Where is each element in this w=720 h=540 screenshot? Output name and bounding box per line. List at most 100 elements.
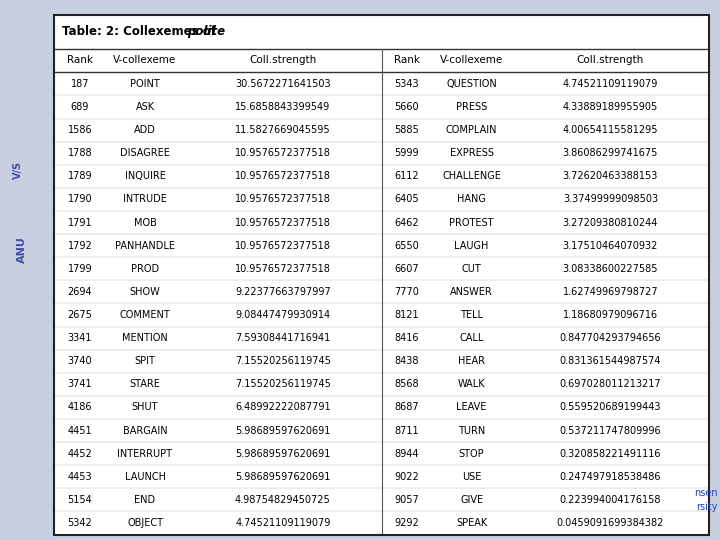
Text: MENTION: MENTION [122,333,168,343]
Text: 1799: 1799 [68,264,92,274]
Text: 5.98689597620691: 5.98689597620691 [235,472,330,482]
Text: 689: 689 [71,102,89,112]
Text: 9022: 9022 [395,472,419,482]
Text: ASK: ASK [135,102,155,112]
Text: USE: USE [462,472,481,482]
Text: 9292: 9292 [395,518,419,528]
Text: HEAR: HEAR [458,356,485,366]
Text: ANSWER: ANSWER [450,287,493,297]
Text: 1791: 1791 [68,218,92,227]
Text: 8687: 8687 [395,402,419,413]
Text: 6550: 6550 [395,241,419,251]
Text: 0.847704293794656: 0.847704293794656 [559,333,661,343]
Text: COMPLAIN: COMPLAIN [446,125,498,135]
Text: 5660: 5660 [395,102,419,112]
Text: PROD: PROD [131,264,159,274]
Text: LEAVE: LEAVE [456,402,487,413]
Text: 187: 187 [71,79,89,89]
Text: END: END [135,495,156,505]
Text: V-collexeme: V-collexeme [113,56,176,65]
Text: 1790: 1790 [68,194,92,205]
Text: nsen: nsen [694,488,718,498]
Text: MOB: MOB [134,218,156,227]
Text: 0.559520689199443: 0.559520689199443 [559,402,661,413]
Text: 4451: 4451 [68,426,92,436]
Text: 7.59308441716941: 7.59308441716941 [235,333,330,343]
Text: 10.9576572377518: 10.9576572377518 [235,171,330,181]
Text: 4.00654115581295: 4.00654115581295 [562,125,658,135]
Text: 8944: 8944 [395,449,419,458]
Text: 4452: 4452 [68,449,92,458]
Text: 1789: 1789 [68,171,92,181]
Text: 1792: 1792 [68,241,92,251]
Text: 5999: 5999 [395,148,419,158]
Text: 15.6858843399549: 15.6858843399549 [235,102,330,112]
Text: 7770: 7770 [394,287,419,297]
Text: 3341: 3341 [68,333,92,343]
Text: STARE: STARE [130,380,161,389]
Text: CUT: CUT [462,264,482,274]
Text: 8438: 8438 [395,356,419,366]
Text: 3.86086299741675: 3.86086299741675 [563,148,658,158]
Text: 0.831361544987574: 0.831361544987574 [559,356,661,366]
Text: CHALLENGE: CHALLENGE [442,171,501,181]
Text: 8568: 8568 [395,380,419,389]
Text: rsity: rsity [696,502,718,512]
Text: 6.48992222087791: 6.48992222087791 [235,402,330,413]
Text: INTRUDE: INTRUDE [123,194,167,205]
Text: HANG: HANG [457,194,486,205]
Text: LAUNCH: LAUNCH [125,472,166,482]
Text: 6405: 6405 [395,194,419,205]
Text: EXPRESS: EXPRESS [449,148,494,158]
Text: Table: 2: Collexemes of: Table: 2: Collexemes of [62,25,220,38]
Text: 9057: 9057 [395,495,419,505]
Text: 5342: 5342 [68,518,92,528]
Text: 3.37499999098503: 3.37499999098503 [563,194,658,205]
Text: 30.5672271641503: 30.5672271641503 [235,79,330,89]
Text: POINT: POINT [130,79,160,89]
Text: polite: polite [186,25,225,38]
Text: 4.98754829450725: 4.98754829450725 [235,495,330,505]
Text: 0.320858221491116: 0.320858221491116 [559,449,661,458]
Text: PROTEST: PROTEST [449,218,494,227]
Text: SPIT: SPIT [135,356,156,366]
Text: 0.697028011213217: 0.697028011213217 [559,380,661,389]
Text: PRESS: PRESS [456,102,487,112]
Text: 2675: 2675 [68,310,92,320]
Text: 10.9576572377518: 10.9576572377518 [235,194,330,205]
Text: V/S: V/S [13,161,23,179]
Text: STOP: STOP [459,449,485,458]
Text: Coll.strength: Coll.strength [249,56,316,65]
Text: 1.62749969798727: 1.62749969798727 [562,287,658,297]
Text: 3.27209380810244: 3.27209380810244 [563,218,658,227]
Text: 3.17510464070932: 3.17510464070932 [563,241,658,251]
Text: SHOW: SHOW [130,287,161,297]
Text: 6607: 6607 [395,264,419,274]
Text: 5.98689597620691: 5.98689597620691 [235,449,330,458]
Text: 10.9576572377518: 10.9576572377518 [235,218,330,227]
Text: DISAGREE: DISAGREE [120,148,170,158]
Text: 4.74521109119079: 4.74521109119079 [563,79,658,89]
Text: 0.247497918538486: 0.247497918538486 [559,472,661,482]
Text: WALK: WALK [458,380,485,389]
Text: 5343: 5343 [395,79,419,89]
Text: 3.08338600227585: 3.08338600227585 [562,264,658,274]
Text: CALL: CALL [459,333,484,343]
Text: TELL: TELL [460,310,483,320]
Text: Rank: Rank [394,56,420,65]
Text: 8416: 8416 [395,333,419,343]
Text: V-collexeme: V-collexeme [440,56,503,65]
Text: 9.08447479930914: 9.08447479930914 [235,310,330,320]
Text: PANHANDLE: PANHANDLE [115,241,175,251]
Text: 5885: 5885 [395,125,419,135]
Text: Coll.strength: Coll.strength [577,56,644,65]
Text: 0.0459091699384382: 0.0459091699384382 [557,518,664,528]
Text: 6112: 6112 [395,171,419,181]
Text: 4453: 4453 [68,472,92,482]
Text: 7.15520256119745: 7.15520256119745 [235,356,330,366]
Text: OBJECT: OBJECT [127,518,163,528]
Text: SPEAK: SPEAK [456,518,487,528]
Text: Rank: Rank [67,56,93,65]
Text: 5154: 5154 [68,495,92,505]
Text: ADD: ADD [134,125,156,135]
